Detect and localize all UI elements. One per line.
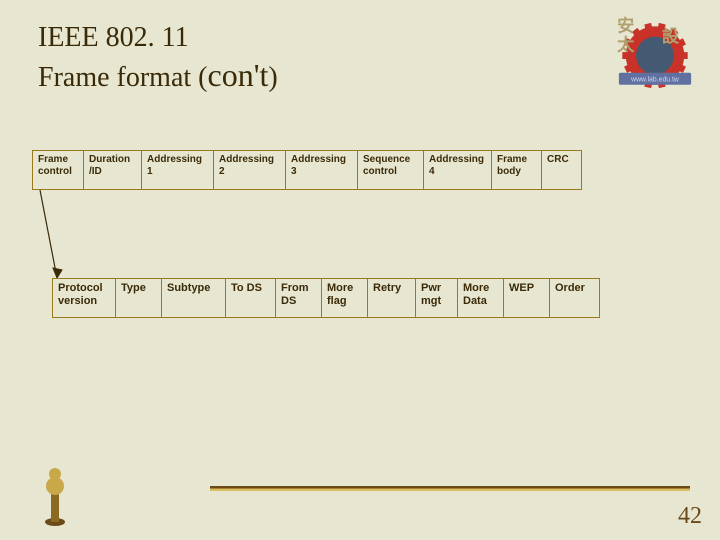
field-cell: Framebody [492, 150, 542, 190]
field-cell: Moreflag [322, 278, 368, 318]
title-line-2: Frame format (con't) [38, 55, 538, 95]
slide-title: IEEE 802. 11 Frame format (con't) [38, 20, 538, 95]
frame-fields-row: FramecontrolDuration/IDAddressing1Addres… [32, 150, 582, 190]
field-cell: WEP [504, 278, 550, 318]
field-cell: CRC [542, 150, 582, 190]
logo-badge: 安 太 設 www.lab.edu.tw [612, 16, 698, 102]
field-cell: Sequencecontrol [358, 150, 424, 190]
field-cell: Addressing1 [142, 150, 214, 190]
compass-icon [40, 460, 70, 528]
field-cell: Retry [368, 278, 416, 318]
title-2a: Frame format ( [38, 62, 208, 93]
field-cell: Addressing3 [286, 150, 358, 190]
field-cell: MoreData [458, 278, 504, 318]
field-cell: Addressing2 [214, 150, 286, 190]
frame-control-subfields-row: ProtocolversionTypeSubtypeTo DSFromDSMor… [52, 278, 600, 318]
field-cell: FromDS [276, 278, 322, 318]
title-2b: con't [208, 57, 269, 93]
field-cell: Pwrmgt [416, 278, 458, 318]
title-2c: ) [268, 62, 277, 93]
footer-divider [210, 486, 690, 492]
svg-text:安: 安 [617, 16, 634, 35]
svg-text:太: 太 [617, 34, 635, 54]
slide-number: 42 [678, 503, 702, 530]
field-cell: To DS [226, 278, 276, 318]
svg-text:設: 設 [662, 26, 680, 46]
field-cell: Duration/ID [84, 150, 142, 190]
field-cell: Subtype [162, 278, 226, 318]
field-cell: Addressing4 [424, 150, 492, 190]
field-cell: Type [116, 278, 162, 318]
field-cell: Order [550, 278, 600, 318]
field-cell: Protocolversion [52, 278, 116, 318]
svg-text:www.lab.edu.tw: www.lab.edu.tw [630, 76, 679, 83]
title-line-1: IEEE 802. 11 [38, 20, 538, 55]
